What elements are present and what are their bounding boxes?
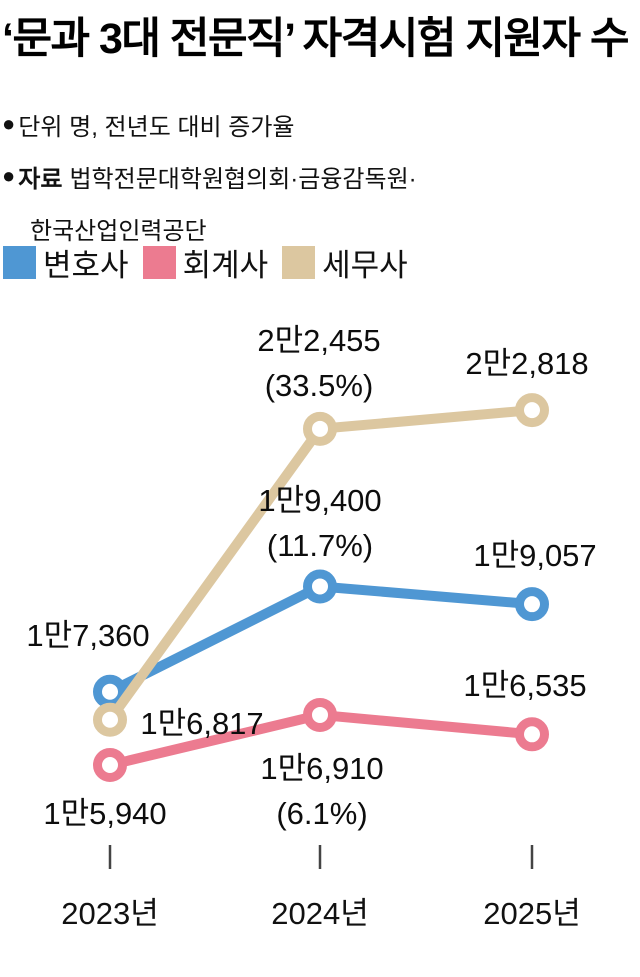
x-axis-label-2023: 2023년 [61,896,159,931]
page-title: ‘문과 3대 전문직’ 자격시험 지원자 수 [2,15,630,63]
value-label: 1만6,817 [140,706,264,741]
note-unit: ● 단위 명, 전년도 대비 증가율 [2,98,417,150]
value-label: 1만7,360 [26,618,150,653]
legend: 변호사 회계사 세무사 [3,240,422,285]
point-label-byeonhosa-2025: 1만9,057 [473,533,596,578]
legend-swatch-blue [3,246,36,279]
legend-swatch-tan [282,246,316,279]
chart-notes: ● 단위 명, 전년도 대비 증가율 ● 자료 법학전문대학원협의회·금융감독원… [2,98,417,254]
point-label-hoegyesa-2025: 1만6,535 [463,663,586,708]
x-axis-label-2024: 2024년 [271,896,369,931]
value-label: 1만5,940 [43,796,167,831]
legend-swatch-pink [142,246,176,279]
legend-item-hoegyesa: 회계사 [142,240,269,285]
point-label-byeonhosa-2023: 1만7,360 [26,613,149,658]
value-label: 2만2,455 [257,323,381,358]
point-label-semusa-2025: 2만2,818 [465,341,588,386]
value-label: 2만2,818 [465,346,589,381]
value-label: 1만6,910 [260,751,384,786]
bullet-icon: ● [2,111,16,136]
legend-label: 세무사 [322,248,408,283]
legend-item-semusa: 세무사 [282,240,408,285]
point-label-semusa-2023: 1만6,817 [140,701,263,746]
growth-label: (11.7%) [266,528,374,563]
point-label-hoegyesa-2023: 1만5,940 [43,791,166,836]
note-source-label: 자료 [18,165,63,193]
point-label-hoegyesa-2024: 1만6,910 (6.1%) [260,746,383,836]
bullet-icon: ● [2,163,16,188]
x-axis-label-2025: 2025년 [483,896,581,931]
value-label: 1만9,057 [473,538,597,573]
note-source: ● 자료 법학전문대학원협의회·금융감독원· [2,150,417,202]
growth-label: (6.1%) [276,796,368,831]
legend-label: 회계사 [182,248,269,283]
note-source-text-2: 한국산업인력공단 [30,217,207,245]
legend-label: 변호사 [43,248,129,283]
note-source-text-1: 법학전문대학원협의회·금융감독원· [69,165,417,193]
note-source-cont: 한국산업인력공단 [2,202,417,254]
value-label: 1만6,535 [463,668,587,703]
note-unit-text: 단위 명, 전년도 대비 증가율 [18,113,295,141]
growth-label: (33.5%) [264,368,374,403]
point-label-byeonhosa-2024: 1만9,400 (11.7%) [258,478,381,568]
point-label-semusa-2024: 2만2,455 (33.5%) [257,318,380,408]
legend-item-byeonhosa: 변호사 [3,240,129,285]
value-label: 1만9,400 [258,483,382,518]
